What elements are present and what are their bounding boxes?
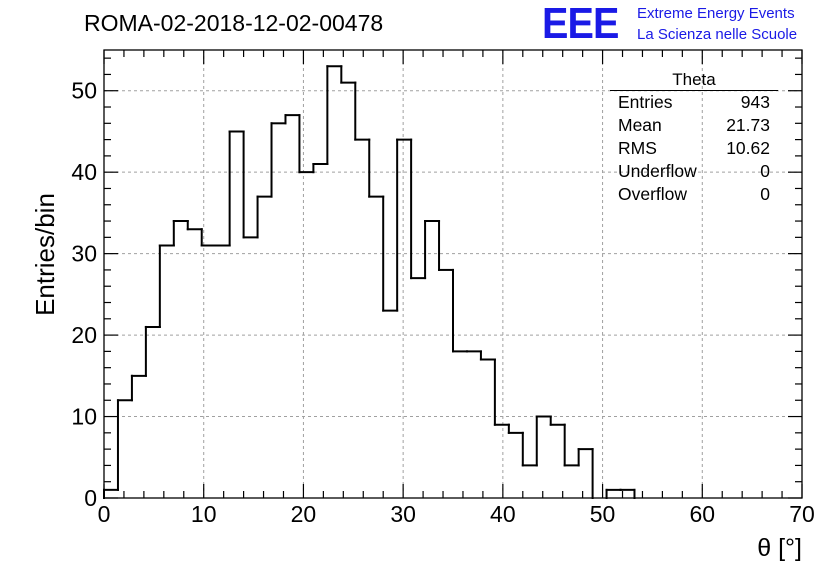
x-tick-label: 20 xyxy=(291,501,317,527)
plot-border xyxy=(103,49,803,499)
x-tick-label: 50 xyxy=(590,501,616,527)
stats-value: 10.62 xyxy=(726,138,770,158)
logo-caption: Extreme Energy Events La Scienza nelle S… xyxy=(637,3,797,45)
stats-label: Underflow xyxy=(618,161,697,181)
stats-title: Theta xyxy=(610,70,778,91)
run-title: ROMA-02-2018-12-02-00478 xyxy=(84,10,384,36)
stats-label: RMS xyxy=(618,138,657,158)
stats-row-overflow: Overflow 0 xyxy=(610,183,778,206)
stats-row-entries: Entries 943 xyxy=(610,91,778,114)
plot-frame xyxy=(103,49,803,499)
y-axis-label-wrap: Entries/bin xyxy=(8,132,60,316)
y-tick-label: 10 xyxy=(71,404,97,430)
histogram-series xyxy=(103,65,636,499)
x-tick-label: 30 xyxy=(390,501,416,527)
x-tick-label: 60 xyxy=(689,501,715,527)
stats-row-rms: RMS 10.62 xyxy=(610,137,778,160)
x-tick-label: 40 xyxy=(490,501,516,527)
stats-value: 0 xyxy=(760,161,770,181)
x-axis-label: θ [°] xyxy=(757,534,802,562)
stats-label: Mean xyxy=(618,115,662,135)
stats-value: 0 xyxy=(760,184,770,204)
stats-label: Overflow xyxy=(618,184,688,204)
tick-labels: 0 10 20 30 40 50 60 70 0 10 20 30 40 50 xyxy=(71,78,814,527)
stats-box: Theta Entries 943 Mean 21.73 RMS 10.62 U… xyxy=(610,70,778,206)
y-tick-label: 20 xyxy=(71,322,97,348)
grid-lines xyxy=(104,50,802,498)
x-tick-label: 0 xyxy=(98,501,111,527)
y-tick-label: 0 xyxy=(84,485,97,511)
logo-caption-line2: La Scienza nelle Scuole xyxy=(637,26,798,43)
eee-logo: EEE xyxy=(542,0,619,48)
stats-row-mean: Mean 21.73 xyxy=(610,114,778,137)
x-tick-label: 70 xyxy=(789,501,815,527)
y-tick-label: 30 xyxy=(71,241,97,267)
stats-row-underflow: Underflow 0 xyxy=(610,160,778,183)
logo-caption-line1: Extreme Energy Events xyxy=(637,5,795,22)
y-tick-label: 40 xyxy=(71,159,97,185)
stats-label: Entries xyxy=(618,92,673,112)
x-tick-label: 10 xyxy=(191,501,217,527)
y-axis-label: Entries/bin xyxy=(30,193,60,316)
y-tick-label: 50 xyxy=(71,78,97,104)
stats-value: 943 xyxy=(740,92,770,112)
stats-value: 21.73 xyxy=(726,115,770,135)
